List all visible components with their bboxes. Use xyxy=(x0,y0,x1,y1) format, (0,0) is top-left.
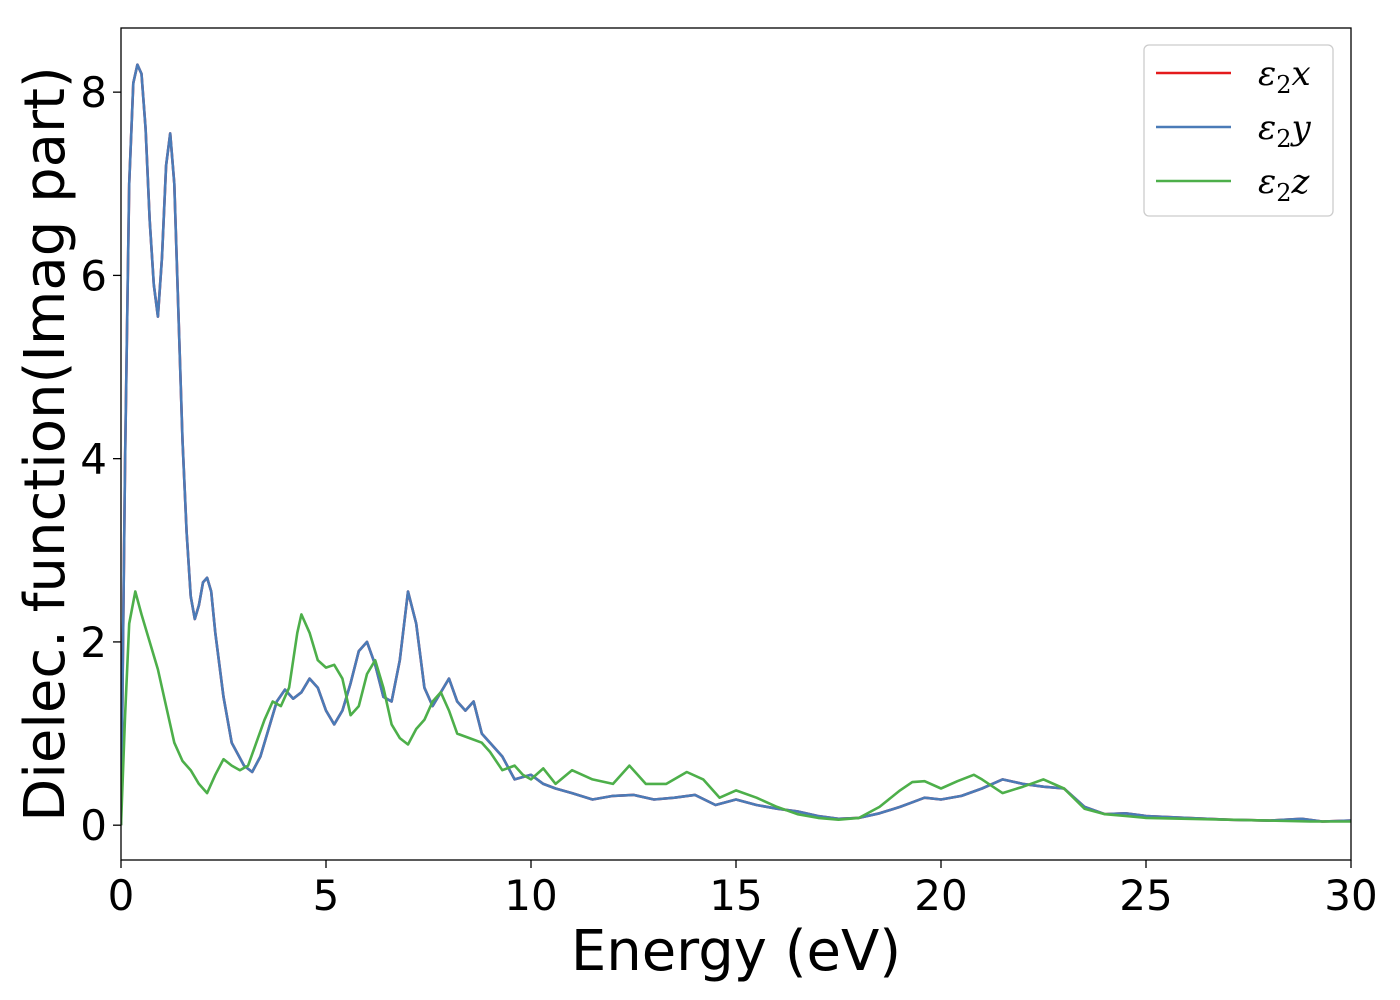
plot-lines xyxy=(121,63,1351,826)
x-axis-label: Energy (eV) xyxy=(571,919,901,984)
x-tick-label: 25 xyxy=(1119,871,1172,920)
legend: ε2x ε2y ε2z xyxy=(1143,44,1334,217)
legend-label-y: ε2y xyxy=(1258,108,1312,153)
legend-label-x: ε2x xyxy=(1258,54,1311,99)
x-tick-label: 0 xyxy=(108,871,135,920)
y-tick-label: 6 xyxy=(80,251,107,300)
legend-label-z: ε2z xyxy=(1258,162,1311,207)
y-tick-label: 2 xyxy=(80,618,107,667)
y-tick-label: 4 xyxy=(80,435,107,484)
x-tick-label: 15 xyxy=(709,871,762,920)
y-tick-label: 0 xyxy=(80,801,107,850)
x-tick-label: 10 xyxy=(504,871,557,920)
x-tick-label: 20 xyxy=(914,871,967,920)
y-axis: 0 2 4 6 8 xyxy=(80,68,121,850)
y-tick-label: 8 xyxy=(80,68,107,117)
y-axis-label: Dielec. function(Imag part) xyxy=(13,66,78,822)
series-line-z xyxy=(121,590,1351,826)
x-tick-label: 30 xyxy=(1324,871,1377,920)
x-tick-label: 5 xyxy=(313,871,340,920)
x-axis: 0 5 10 15 20 25 30 xyxy=(108,860,1378,920)
series-line-y xyxy=(121,63,1351,826)
legend-box xyxy=(1143,44,1334,217)
